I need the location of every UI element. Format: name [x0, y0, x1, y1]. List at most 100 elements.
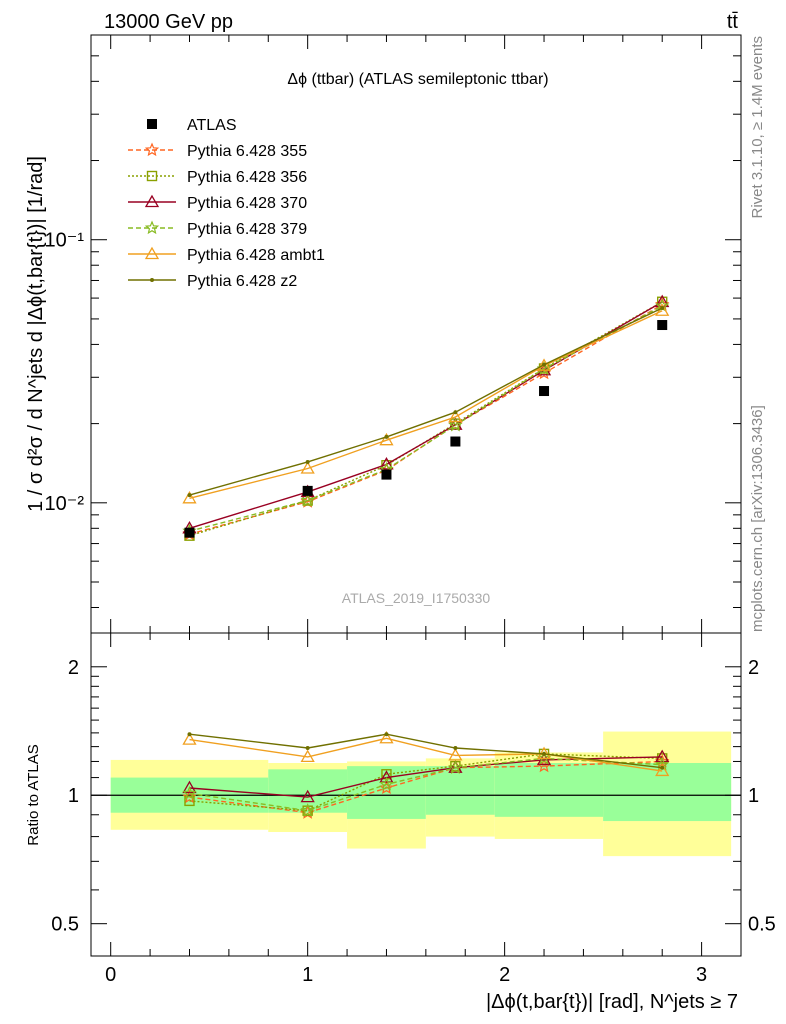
- ratio-point-pythia-6-428-z2: [453, 746, 458, 751]
- ratio-line-pythia-6-428-379: [189, 757, 663, 812]
- ratio-y-tick-label-left: 2: [68, 657, 79, 679]
- ratio-point-pythia-6-428-z2: [305, 746, 310, 751]
- data-point-atlas: [381, 469, 392, 480]
- rivet-version-label: Rivet 3.1.10, ≥ 1.4M events: [749, 36, 766, 219]
- legend-entry-pythia-6-428-370: Pythia 6.428 370: [128, 194, 307, 212]
- series-line-pythia-6-428-356: [189, 301, 663, 537]
- data-point-pythia-6-428-ambt1: [448, 409, 463, 423]
- ratio-y-tick-label-right: 2: [748, 657, 759, 679]
- legend-marker: [144, 246, 160, 260]
- series-line-pythia-6-428-370: [189, 301, 663, 529]
- analysis-watermark: ATLAS_2019_I1750330: [342, 590, 491, 606]
- series-line-pythia-6-428-355: [189, 303, 663, 535]
- legend-marker: [150, 278, 154, 282]
- legend-marker: [146, 170, 158, 182]
- series-atlas: [184, 320, 668, 538]
- inner-uncertainty-band-4: [494, 763, 604, 817]
- data-point-pythia-6-428-ambt1: [300, 461, 315, 474]
- ratio-point-pythia-6-428-370: [655, 749, 670, 763]
- data-point-pythia-6-428-ambt1: [379, 432, 394, 446]
- data-point-pythia-6-428-ambt1: [536, 358, 552, 371]
- ratio-point-pythia-6-428-ambt1: [448, 748, 463, 761]
- x-tick-label: 3: [696, 964, 707, 986]
- legend-marker: [147, 119, 157, 129]
- data-point-pythia-6-428-379: [300, 492, 315, 507]
- ratio-point-pythia-6-428-379: [448, 760, 463, 774]
- series-pythia-6-428-379: [182, 298, 670, 538]
- legend-label: Pythia 6.428 ambt1: [187, 247, 325, 264]
- ratio-point-pythia-6-428-379: [182, 785, 197, 800]
- series-pythia-6-428-355: [182, 297, 670, 541]
- series-line-pythia-6-428-379: [189, 305, 663, 532]
- x-axis-label: |Δϕ(t,bar{t})| [rad], N^jets ≥ 7: [486, 991, 738, 1013]
- data-point-pythia-6-428-z2: [542, 362, 547, 367]
- legend-label: Pythia 6.428 379: [187, 221, 307, 238]
- legend: ATLAS Pythia 6.428 355 Pythia 6.428 356 Pyt…: [128, 117, 325, 290]
- series-pythia-6-428-356: [184, 296, 668, 541]
- data-point-pythia-6-428-z2: [453, 410, 458, 415]
- ratio-point-pythia-6-428-379: [300, 803, 315, 817]
- ratio-point-pythia-6-428-ambt1: [655, 763, 670, 777]
- data-point-atlas: [450, 436, 461, 447]
- main-y-tick-label: 10⁻²: [45, 493, 85, 515]
- ratio-point-pythia-6-428-379: [379, 776, 394, 791]
- main-y-axis-label: 1 / σ d²σ / d N^jets d |Δϕ(t,bar{t})| [1…: [25, 156, 47, 512]
- data-point-atlas: [302, 485, 313, 496]
- legend-entry-atlas: ATLAS: [147, 117, 237, 134]
- ratio-y-tick-label-right: 1: [748, 785, 759, 807]
- ratio-point-pythia-6-428-370: [182, 780, 197, 794]
- source-url-label: mcplots.cern.ch [arXiv:1306.3436]: [749, 405, 766, 632]
- data-point-pythia-6-428-z2: [384, 434, 389, 439]
- data-point-pythia-6-428-z2: [305, 459, 310, 464]
- ratio-point-pythia-6-428-355: [182, 789, 197, 804]
- ratio-line-pythia-6-428-370: [189, 756, 663, 798]
- series-pythia-6-428-z2: [187, 306, 665, 498]
- data-point-pythia-6-428-z2: [660, 306, 665, 311]
- ratio-plot-frame: [90, 632, 742, 957]
- legend-marker: [144, 220, 160, 235]
- chart-title: Δϕ (ttbar) (ATLAS semileptonic ttbar): [287, 71, 548, 88]
- x-tick-label: 1: [302, 964, 313, 986]
- legend-entry-pythia-6-428-355: Pythia 6.428 355: [128, 142, 307, 160]
- legend-label: ATLAS: [187, 117, 237, 134]
- legend-entry-pythia-6-428-ambt1: Pythia 6.428 ambt1: [128, 246, 325, 264]
- series-line-pythia-6-428-ambt1: [189, 310, 663, 499]
- legend-label: Pythia 6.428 356: [187, 169, 307, 186]
- ratio-line-pythia-6-428-356: [189, 753, 663, 812]
- energy-label: 13000 GeV pp: [104, 11, 233, 33]
- legend-entry-pythia-6-428-379: Pythia 6.428 379: [128, 220, 307, 238]
- ratio-y-tick-label-left: 1: [68, 785, 79, 807]
- ratio-point-pythia-6-428-355: [379, 780, 394, 795]
- ratio-point-pythia-6-428-z2: [187, 732, 192, 737]
- ratio-line-pythia-6-428-355: [189, 760, 663, 814]
- ratio-point-pythia-6-428-370: [300, 789, 315, 803]
- ratio-point-pythia-6-428-z2: [384, 732, 389, 737]
- ratio-point-pythia-6-428-ambt1: [182, 732, 197, 745]
- ratio-point-pythia-6-428-z2: [542, 751, 547, 756]
- ratio-y-axis-label: Ratio to ATLAS: [25, 744, 42, 845]
- data-point-pythia-6-428-ambt1: [182, 491, 197, 504]
- x-tick-label: 0: [105, 964, 116, 986]
- ratio-y-tick-label-left: 0.5: [51, 914, 79, 936]
- legend-marker: [144, 194, 160, 208]
- main-y-tick-label: 10⁻¹: [45, 230, 85, 252]
- data-point-atlas: [184, 527, 195, 538]
- legend-entry-pythia-6-428-356: Pythia 6.428 356: [128, 169, 307, 186]
- series-line-pythia-6-428-z2: [189, 307, 663, 496]
- legend-label: Pythia 6.428 355: [187, 143, 307, 160]
- ratio-point-pythia-6-428-ambt1: [300, 749, 315, 763]
- legend-label: Pythia 6.428 z2: [187, 273, 297, 290]
- x-tick-label: 2: [499, 964, 510, 986]
- ratio-series-pythia-6-428-370: [182, 749, 670, 803]
- ratio-point-pythia-6-428-370: [379, 770, 394, 783]
- ratio-point-pythia-6-428-z2: [660, 765, 665, 770]
- ratio-series-pythia-6-428-z2: [187, 732, 665, 770]
- data-point-atlas: [657, 320, 668, 331]
- data-point-atlas: [539, 386, 550, 397]
- inner-uncertainty-band-3: [425, 766, 495, 815]
- legend-marker: [144, 142, 160, 157]
- series-pythia-6-428-ambt1: [182, 303, 670, 504]
- ratio-point-pythia-6-428-ambt1: [379, 730, 394, 744]
- series-pythia-6-428-370: [182, 294, 670, 534]
